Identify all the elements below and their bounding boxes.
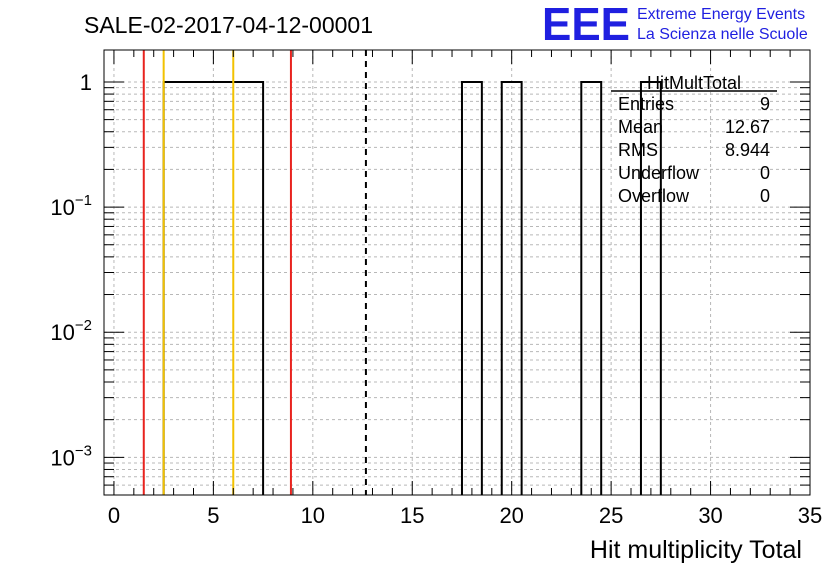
chart-title: SALE-02-2017-04-12-00001 <box>84 12 373 38</box>
stats-value: 0 <box>760 163 770 183</box>
histogram-bin <box>460 80 483 495</box>
y-tick-label: 10−2 <box>50 317 92 345</box>
logo-line-1: Extreme Energy Events <box>637 6 805 23</box>
x-tick-label: 30 <box>698 503 722 528</box>
logo-line-2: La Scienza nelle Scuole <box>637 26 808 43</box>
histogram-bin <box>500 80 523 495</box>
x-tick-label: 5 <box>207 503 219 528</box>
x-tick-label: 35 <box>798 503 822 528</box>
stats-label: Entries <box>618 94 674 114</box>
stats-title: HitMultTotal <box>647 73 741 93</box>
x-tick-label: 0 <box>108 503 120 528</box>
histogram-layer <box>162 80 662 495</box>
x-tick-label: 15 <box>400 503 424 528</box>
x-tick-label: 25 <box>599 503 623 528</box>
histogram-bin <box>639 80 662 495</box>
x-tick-label: 10 <box>301 503 325 528</box>
x-axis-label: Hit multiplicity Total <box>590 536 802 564</box>
marker-lines <box>142 50 367 495</box>
logo: EEE Extreme Energy Events La Scienza nel… <box>542 0 808 50</box>
stats-box: HitMultTotal Entries 9 Mean 12.67 RMS 8.944 Un… <box>611 73 777 206</box>
y-tick-label: 1 <box>80 70 92 95</box>
x-tick-label: 20 <box>499 503 523 528</box>
stats-label: Mean <box>618 117 663 137</box>
stats-value: 8.944 <box>725 140 770 160</box>
stats-label: Overflow <box>618 186 690 206</box>
y-tick-label: 10−1 <box>50 192 92 220</box>
stats-rows: Entries 9 Mean 12.67 RMS 8.944 Underflow 0 Overf… <box>618 94 770 206</box>
histogram-bin <box>580 80 603 495</box>
grid <box>104 50 811 496</box>
stats-value: 9 <box>760 94 770 114</box>
stats-label: RMS <box>618 140 658 160</box>
axes: 0 5 10 15 20 25 30 35 1 10−1 10−2 10−3 <box>50 50 822 528</box>
stats-value: 12.67 <box>725 117 770 137</box>
y-tick-label: 10−3 <box>50 442 92 470</box>
logo-mark: EEE <box>542 0 630 50</box>
stats-label: Underflow <box>618 163 700 183</box>
stats-value: 0 <box>760 186 770 206</box>
